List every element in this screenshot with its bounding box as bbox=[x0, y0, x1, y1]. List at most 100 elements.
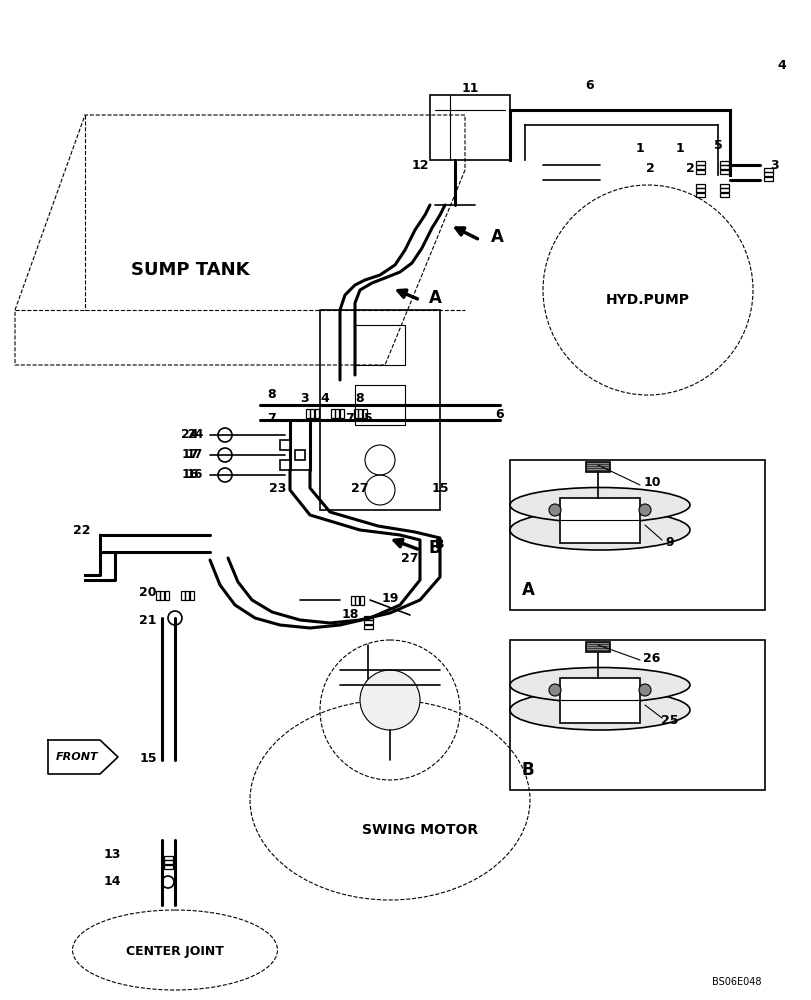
Text: 15: 15 bbox=[139, 752, 157, 764]
Text: 3: 3 bbox=[770, 159, 779, 172]
Bar bbox=[358, 409, 362, 418]
Text: 16: 16 bbox=[187, 468, 203, 482]
Text: 27: 27 bbox=[401, 552, 418, 564]
Bar bbox=[509, 460, 764, 610]
Text: 20: 20 bbox=[139, 585, 157, 598]
Bar bbox=[586, 642, 609, 652]
Bar bbox=[363, 620, 372, 624]
Bar bbox=[695, 184, 704, 188]
Text: 24: 24 bbox=[181, 428, 199, 442]
Text: 12: 12 bbox=[410, 159, 428, 172]
Bar bbox=[695, 193, 704, 197]
Text: 21: 21 bbox=[139, 613, 157, 626]
Text: 14: 14 bbox=[103, 876, 121, 888]
Text: 7: 7 bbox=[268, 412, 276, 424]
Bar bbox=[354, 596, 358, 605]
Bar bbox=[335, 409, 338, 418]
Text: SWING MOTOR: SWING MOTOR bbox=[362, 823, 478, 837]
Bar bbox=[294, 450, 305, 460]
Bar bbox=[164, 856, 173, 860]
Bar bbox=[350, 596, 354, 605]
Text: 24: 24 bbox=[187, 428, 203, 442]
Text: A: A bbox=[490, 228, 503, 246]
Text: B: B bbox=[435, 538, 444, 552]
Circle shape bbox=[548, 684, 560, 696]
Text: 4: 4 bbox=[320, 391, 329, 404]
Bar bbox=[509, 640, 764, 790]
Bar bbox=[359, 596, 363, 605]
Bar bbox=[763, 172, 772, 176]
Text: HYD.PUMP: HYD.PUMP bbox=[605, 293, 689, 307]
Text: 7: 7 bbox=[345, 412, 354, 424]
Bar bbox=[719, 170, 728, 174]
Text: 25: 25 bbox=[660, 714, 678, 726]
Bar bbox=[306, 409, 310, 418]
Bar bbox=[331, 409, 335, 418]
Bar bbox=[695, 170, 704, 174]
Bar bbox=[340, 409, 344, 418]
Text: 15: 15 bbox=[431, 482, 448, 494]
Bar bbox=[320, 310, 440, 510]
Text: 1: 1 bbox=[635, 142, 644, 155]
Text: SUMP TANK: SUMP TANK bbox=[131, 261, 249, 279]
Text: 8: 8 bbox=[355, 391, 364, 404]
Bar bbox=[181, 591, 185, 600]
Text: 13: 13 bbox=[103, 848, 121, 861]
Text: 16: 16 bbox=[181, 468, 199, 482]
Text: 3: 3 bbox=[300, 391, 309, 404]
Bar bbox=[190, 591, 194, 600]
Bar bbox=[185, 591, 189, 600]
Text: 1: 1 bbox=[675, 142, 684, 155]
Bar bbox=[164, 865, 173, 869]
Text: B: B bbox=[428, 539, 440, 557]
Text: 5: 5 bbox=[363, 412, 372, 424]
Text: 8: 8 bbox=[268, 388, 276, 401]
Text: 22: 22 bbox=[73, 524, 91, 536]
Bar bbox=[560, 498, 639, 543]
Bar bbox=[763, 168, 772, 172]
Text: A: A bbox=[521, 581, 534, 599]
Text: 2: 2 bbox=[684, 162, 693, 175]
Ellipse shape bbox=[509, 690, 689, 730]
Circle shape bbox=[359, 670, 419, 730]
Bar bbox=[719, 184, 728, 188]
Bar bbox=[763, 177, 772, 181]
Bar bbox=[363, 625, 372, 629]
Bar bbox=[695, 161, 704, 165]
Bar bbox=[695, 188, 704, 192]
Bar bbox=[719, 193, 728, 197]
Bar bbox=[310, 409, 314, 418]
Text: 4: 4 bbox=[777, 59, 785, 72]
Text: 9: 9 bbox=[665, 536, 673, 550]
Bar bbox=[165, 591, 169, 600]
Text: FRONT: FRONT bbox=[56, 752, 98, 762]
Bar bbox=[164, 860, 173, 864]
Bar bbox=[586, 462, 609, 472]
Circle shape bbox=[638, 684, 650, 696]
Bar bbox=[363, 616, 372, 620]
Text: 10: 10 bbox=[642, 477, 660, 489]
Bar bbox=[354, 325, 405, 365]
Text: 18: 18 bbox=[341, 608, 358, 621]
Text: 26: 26 bbox=[642, 652, 660, 664]
Bar bbox=[280, 440, 290, 450]
Text: 11: 11 bbox=[461, 82, 478, 95]
Text: 6: 6 bbox=[585, 79, 594, 92]
Bar bbox=[719, 165, 728, 169]
Bar bbox=[560, 678, 639, 723]
Text: A: A bbox=[428, 289, 441, 307]
Text: 6: 6 bbox=[495, 408, 504, 422]
Bar bbox=[354, 385, 405, 425]
Text: 17: 17 bbox=[187, 448, 203, 462]
Text: 27: 27 bbox=[351, 482, 368, 494]
Text: CENTER JOINT: CENTER JOINT bbox=[126, 945, 224, 958]
Bar bbox=[156, 591, 160, 600]
Bar bbox=[280, 460, 290, 470]
Circle shape bbox=[548, 504, 560, 516]
Text: 17: 17 bbox=[181, 448, 199, 462]
Bar bbox=[315, 409, 319, 418]
Ellipse shape bbox=[509, 668, 689, 702]
Bar bbox=[719, 161, 728, 165]
Text: BS06E048: BS06E048 bbox=[711, 977, 761, 987]
Text: 23: 23 bbox=[269, 482, 286, 494]
